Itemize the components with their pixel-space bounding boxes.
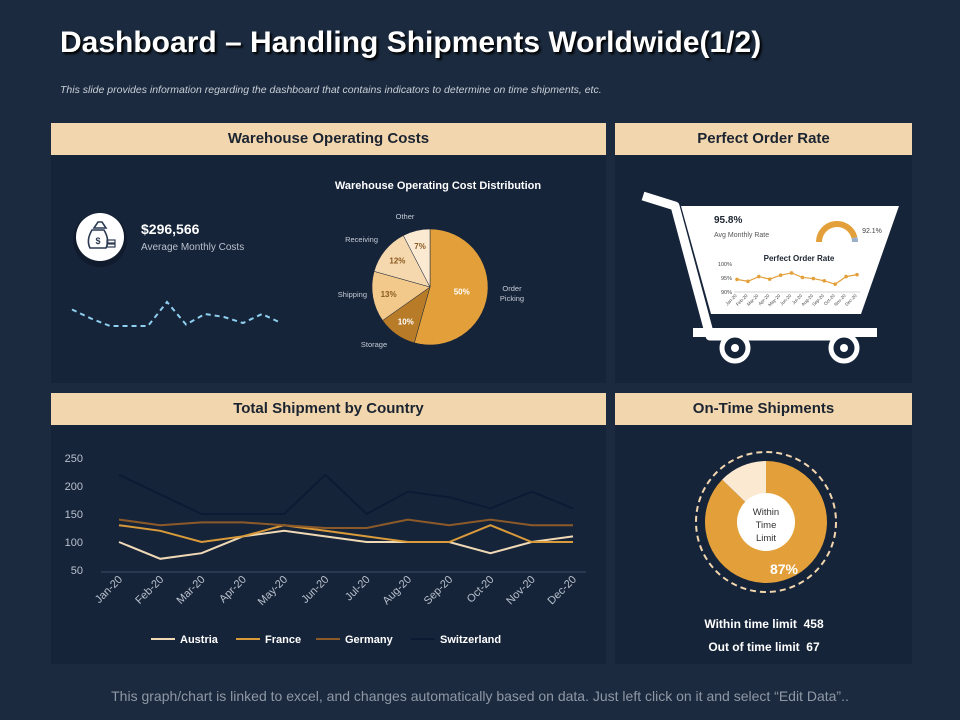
series-line-germany (118, 518, 573, 529)
legend-label: France (265, 634, 301, 646)
gauge-arc (816, 221, 858, 243)
x-tick-label: Nov-20 (504, 574, 538, 608)
gauge-arc (851, 236, 858, 243)
within-time-stat: Within time limit 458 (704, 617, 824, 631)
pie-slice-shipping (371, 271, 431, 321)
legend-label: Germany (345, 634, 394, 646)
mini-point (833, 282, 837, 286)
mini-y-tick: 95% (721, 276, 732, 282)
x-tick-label: Feb-20 (133, 574, 166, 607)
legend-label: Switzerland (440, 634, 501, 646)
legend-label: Austria (180, 634, 219, 646)
on-time-donut-chart: 87% (695, 451, 837, 593)
pie-chart-title: Warehouse Operating Cost Distribution (335, 180, 541, 192)
mini-y-tick: 90% (721, 290, 732, 296)
perfect-order-panel-header: Perfect Order Rate (615, 123, 912, 155)
on-time-panel-header: On-Time Shipments (615, 393, 912, 425)
x-tick-label: Dec-20 (546, 574, 580, 608)
series-line-austria (118, 529, 574, 560)
mini-point (811, 276, 816, 281)
mini-point (746, 279, 750, 284)
pie-category-label: Picking (500, 294, 524, 303)
mini-chart-title: Perfect Order Rate (764, 254, 835, 263)
svg-text:$: $ (95, 236, 100, 246)
mini-point (800, 275, 805, 280)
pie-slice-other (402, 228, 431, 288)
pie-data-label: 50% (454, 287, 470, 296)
mini-point (789, 271, 794, 275)
x-tick-label: Aug-20 (380, 574, 414, 608)
on-time-percent: 87% (770, 561, 799, 577)
on-time-center-label: Within Time Limit (752, 507, 780, 544)
mini-point (822, 279, 827, 283)
x-tick-label: Mar-20 (175, 574, 208, 607)
warehouse-panel (51, 123, 606, 383)
y-tick-label: 250 (65, 453, 83, 465)
y-tick-label: 50 (71, 565, 83, 577)
sparkline-line (71, 300, 282, 327)
x-tick-label: Apr-20 (217, 574, 249, 606)
perfect-order-gauge (816, 221, 858, 243)
pie-category-label: Receiving (345, 235, 378, 244)
shipment-country-line-chart: 250 200 150 100 50 Jan-20 Feb-20 Mar-20 Apr-20 Ma… (65, 453, 586, 646)
series-line-switzerland (118, 473, 574, 516)
money-bag-icon: $ (73, 213, 127, 267)
pie-data-label: 13% (381, 290, 397, 299)
warehouse-panel-header: Warehouse Operating Costs (51, 123, 606, 155)
pie-slice-order-picking (414, 228, 489, 346)
pie-data-label: 7% (414, 242, 426, 251)
donut-center (737, 493, 795, 551)
x-tick-label: May-20 (256, 574, 290, 608)
mini-point (844, 274, 848, 279)
mini-point (767, 277, 772, 281)
pie-category-label: Storage (361, 340, 387, 349)
shipment-country-panel-header: Total Shipment by Country (51, 393, 606, 425)
warehouse-cost-pie-chart: Warehouse Operating Cost Distribution 50… (335, 180, 541, 349)
avg-rate-value: 95.8% (714, 215, 742, 226)
out-of-time-stat: Out of time limit 67 (708, 640, 820, 654)
shopping-cart-icon: 95.8% Avg Monthly Rate 92.1% Perfect Ord… (641, 191, 899, 364)
page-title: Dashboard – Handling Shipments Worldwide… (60, 26, 762, 59)
y-tick-label: 100 (65, 537, 83, 549)
pie-data-label: 12% (389, 256, 405, 265)
x-tick-label: Jan-20 (93, 574, 125, 606)
footer-note: This graph/chart is linked to excel, and… (111, 688, 849, 704)
pie-category-label: Other (396, 212, 415, 221)
x-tick-label: Sep-20 (422, 574, 456, 608)
pie-category-label: Order (502, 284, 522, 293)
y-tick-label: 150 (65, 509, 83, 521)
series-line-france (118, 524, 573, 544)
avg-cost-label: Average Monthly Costs (141, 242, 245, 253)
cost-sparkline (71, 300, 282, 327)
gauge-value-label: 92.1% (862, 228, 882, 235)
page-subtitle: This slide provides information regardin… (60, 84, 602, 96)
mini-point (855, 272, 859, 277)
x-tick-label: Jun-20 (299, 574, 331, 606)
mini-point (735, 277, 739, 282)
x-tick-label: Jul-20 (343, 574, 373, 604)
mini-y-tick: 100% (718, 262, 732, 268)
pie-data-label: 10% (398, 317, 414, 326)
avg-cost-value: $296,566 (141, 221, 200, 237)
mini-point (757, 274, 761, 279)
pie-category-label: Shipping (338, 290, 367, 299)
mini-point (778, 273, 783, 277)
y-tick-label: 200 (65, 481, 83, 493)
x-tick-label: Oct-20 (465, 574, 497, 606)
mini-line (736, 272, 858, 285)
avg-rate-label: Avg Monthly Rate (714, 232, 769, 239)
